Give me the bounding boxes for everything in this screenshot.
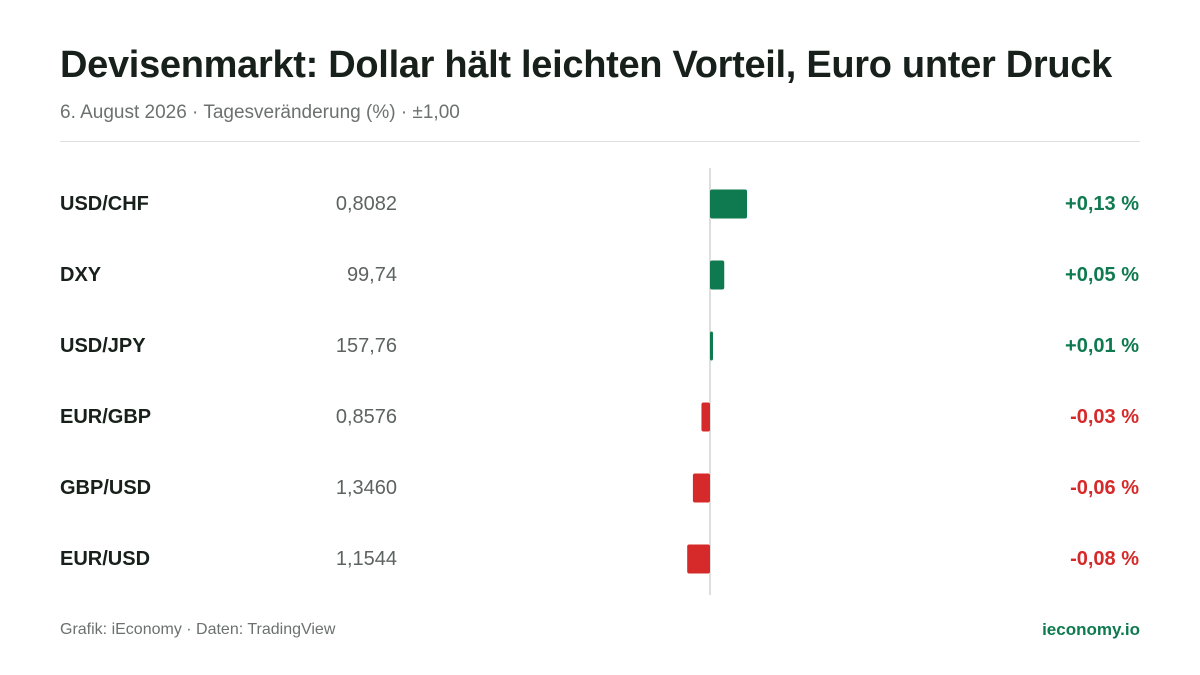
category-label: USD/CHF — [60, 193, 149, 215]
change-label: +0,01 % — [1065, 335, 1139, 357]
chart-title: Devisenmarkt: Dollar hält leichten Vorte… — [60, 44, 1112, 86]
bar — [710, 260, 725, 290]
rate-value: 157,76 — [336, 335, 397, 357]
bar — [687, 544, 710, 574]
source-credit: Grafik: iEconomy · Daten: TradingView — [60, 621, 336, 638]
rate-value: 1,1544 — [336, 548, 397, 570]
bar — [701, 402, 710, 432]
chart-subtitle: 6. August 2026 · Tagesveränderung (%) · … — [60, 102, 460, 123]
rate-value: 99,74 — [347, 264, 397, 286]
change-label: +0,05 % — [1065, 264, 1139, 286]
category-label: DXY — [60, 264, 102, 286]
change-label: -0,08 % — [1070, 548, 1139, 570]
category-label: EUR/USD — [60, 548, 150, 570]
bar — [710, 189, 748, 219]
bar — [710, 331, 713, 361]
change-label: -0,03 % — [1070, 406, 1139, 428]
change-label: -0,06 % — [1070, 477, 1139, 499]
header-divider — [60, 141, 1140, 142]
chart-rows: USD/CHF 0,8082 +0,13 % DXY 99,74 +0,05 % USD/J… — [60, 189, 1139, 574]
brand-link[interactable]: ieconomy.io — [1042, 620, 1140, 639]
rate-value: 1,3460 — [336, 477, 397, 499]
category-label: EUR/GBP — [60, 406, 151, 428]
change-label: +0,13 % — [1065, 193, 1139, 215]
category-label: GBP/USD — [60, 477, 151, 499]
rate-value: 0,8576 — [336, 406, 397, 428]
rate-value: 0,8082 — [336, 193, 397, 215]
bar — [692, 473, 710, 503]
category-label: USD/JPY — [60, 335, 146, 357]
